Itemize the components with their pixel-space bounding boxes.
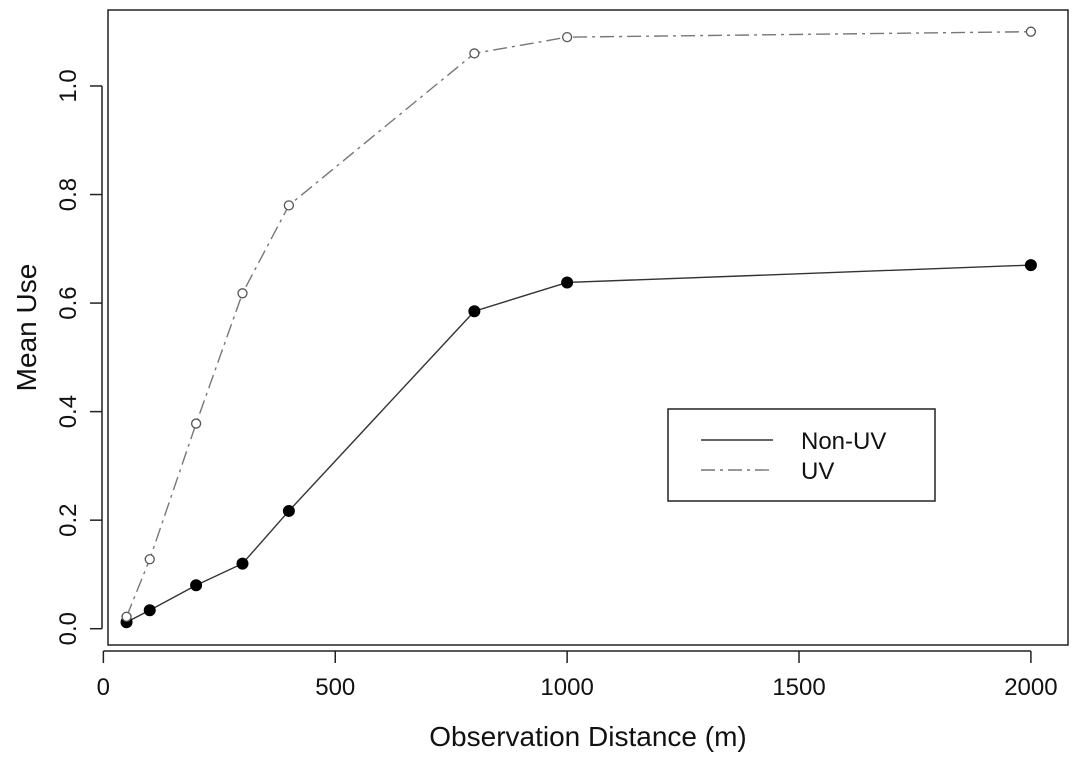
data-point-non-uv bbox=[190, 579, 203, 592]
x-tick-label: 1000 bbox=[540, 674, 593, 701]
data-point-uv bbox=[1025, 26, 1037, 37]
y-tick-label: 0.0 bbox=[55, 612, 82, 645]
legend-label-non-uv: Non-UV bbox=[801, 428, 886, 455]
data-point-non-uv bbox=[143, 604, 156, 617]
legend-box bbox=[667, 408, 936, 502]
x-axis-label: Observation Distance (m) bbox=[429, 721, 746, 752]
data-point-uv bbox=[121, 611, 132, 622]
data-point-non-uv bbox=[561, 276, 574, 289]
y-tick-label: 0.8 bbox=[55, 178, 82, 211]
legend-label-uv: UV bbox=[801, 458, 834, 485]
plot-frame bbox=[107, 9, 1069, 646]
series-layer bbox=[120, 26, 1037, 629]
y-tick-label: 0.2 bbox=[55, 503, 82, 536]
data-point-non-uv bbox=[236, 557, 249, 570]
x-tick-label: 0 bbox=[97, 674, 110, 701]
data-point-non-uv bbox=[468, 305, 481, 318]
y-tick-label: 0.4 bbox=[55, 395, 82, 428]
data-point-uv bbox=[561, 31, 573, 43]
series-line-uv bbox=[125, 31, 1031, 618]
data-point-non-uv bbox=[282, 504, 295, 517]
y-axis: 0.0 0.2 0.4 0.6 0.8 1.0 bbox=[55, 69, 103, 645]
x-axis: 0 500 1000 1500 2000 bbox=[97, 650, 1058, 701]
data-point-non-uv bbox=[1024, 259, 1037, 272]
data-point-uv bbox=[190, 418, 202, 429]
x-tick-label: 1500 bbox=[772, 674, 825, 701]
legend: Non-UV UV bbox=[667, 408, 936, 502]
data-point-uv bbox=[283, 200, 295, 211]
data-point-uv bbox=[144, 554, 155, 565]
y-tick-label: 1.0 bbox=[55, 69, 82, 102]
series-line-non-uv bbox=[126, 264, 1031, 623]
x-tick-label: 2000 bbox=[1004, 674, 1057, 701]
x-tick-label: 500 bbox=[315, 674, 355, 701]
y-tick-label: 0.6 bbox=[55, 286, 82, 319]
data-point-uv bbox=[469, 48, 480, 59]
y-axis-label: Mean Use bbox=[11, 264, 42, 392]
data-point-uv bbox=[237, 288, 248, 299]
